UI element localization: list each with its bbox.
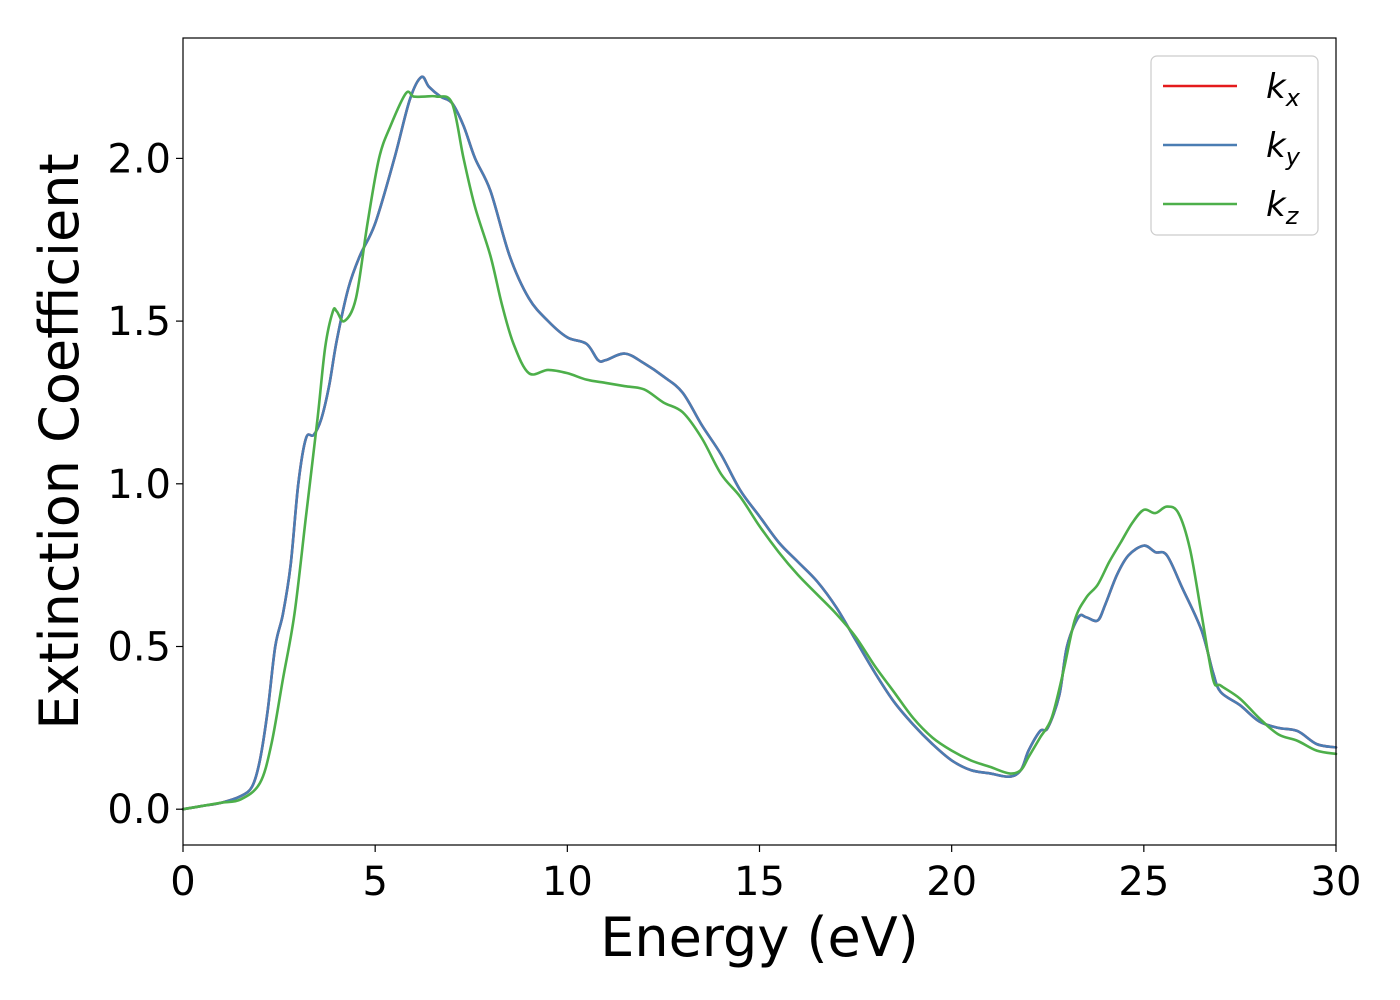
legend-label-subscript: z <box>1285 202 1300 230</box>
x-tick-label: 0 <box>170 859 195 905</box>
series-line-k-z <box>181 90 1338 811</box>
x-tick-label: 5 <box>362 859 387 905</box>
y-tick-label: 1.5 <box>107 299 171 345</box>
legend-label-z: kz <box>1266 185 1300 230</box>
legend-label-x: kx <box>1266 67 1301 112</box>
legend-label-subscript: y <box>1285 143 1301 171</box>
x-axis-label: Energy (eV) <box>600 906 919 969</box>
legend-label-subscript: x <box>1285 84 1301 112</box>
y-axis-label: Extinction Coefficient <box>28 153 91 729</box>
x-tick-label: 30 <box>1311 859 1362 905</box>
y-axis: 0.0 0.5 1.0 1.5 2.0 <box>107 136 183 833</box>
series-layer <box>181 75 1338 811</box>
legend-label-main: k <box>1266 126 1287 166</box>
x-tick-label: 20 <box>926 859 977 905</box>
y-tick-label: 0.0 <box>107 787 171 833</box>
legend-label-y: ky <box>1266 126 1301 171</box>
legend-label-main: k <box>1266 185 1287 225</box>
legend-label-main: k <box>1266 67 1287 107</box>
y-tick-label: 0.5 <box>107 625 171 671</box>
y-tick-label: 2.0 <box>107 136 171 182</box>
x-tick-label: 25 <box>1118 859 1169 905</box>
x-tick-label: 15 <box>734 859 785 905</box>
series-line-k-y <box>181 75 1338 811</box>
x-tick-label: 10 <box>542 859 593 905</box>
x-axis: 0 5 10 15 20 25 30 <box>170 845 1361 905</box>
y-tick-label: 1.0 <box>107 462 171 508</box>
